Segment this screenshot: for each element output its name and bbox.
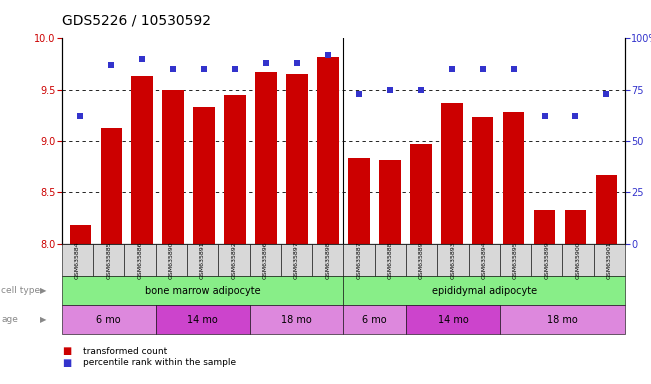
Point — [508, 66, 519, 72]
Text: transformed count: transformed count — [83, 347, 167, 356]
Text: ■: ■ — [62, 346, 71, 356]
Bar — [441, 103, 462, 244]
Text: GSM635901: GSM635901 — [607, 242, 612, 279]
Text: GSM635896: GSM635896 — [263, 242, 268, 279]
Bar — [132, 76, 153, 244]
Bar — [162, 90, 184, 244]
Point — [106, 62, 117, 68]
Text: GSM635885: GSM635885 — [106, 242, 111, 279]
Text: GSM635900: GSM635900 — [575, 242, 581, 279]
Text: GSM635894: GSM635894 — [482, 241, 487, 279]
Point — [570, 113, 581, 119]
Bar — [70, 225, 91, 244]
Text: percentile rank within the sample: percentile rank within the sample — [83, 358, 236, 367]
Bar — [472, 118, 493, 244]
Point — [385, 87, 395, 93]
Text: GSM635889: GSM635889 — [419, 242, 424, 279]
Point — [137, 56, 148, 62]
Bar — [225, 95, 246, 244]
Text: ■: ■ — [62, 358, 71, 368]
Text: 6 mo: 6 mo — [96, 314, 121, 325]
Text: 18 mo: 18 mo — [281, 314, 312, 325]
Point — [261, 60, 271, 66]
Point — [168, 66, 178, 72]
Text: epididymal adipocyte: epididymal adipocyte — [432, 286, 536, 296]
Point — [447, 66, 457, 72]
Bar — [534, 210, 555, 244]
Point — [353, 91, 364, 97]
Bar — [348, 157, 370, 244]
Text: GSM635895: GSM635895 — [513, 242, 518, 279]
Point — [601, 91, 611, 97]
Bar — [100, 128, 122, 244]
Text: 14 mo: 14 mo — [437, 314, 468, 325]
Text: 14 mo: 14 mo — [187, 314, 218, 325]
Text: GSM635891: GSM635891 — [200, 242, 205, 279]
Text: GSM635898: GSM635898 — [326, 242, 330, 279]
Point — [199, 66, 210, 72]
Point — [323, 52, 333, 58]
Bar — [596, 175, 617, 244]
Text: GDS5226 / 10530592: GDS5226 / 10530592 — [62, 13, 211, 27]
Point — [292, 60, 302, 66]
Text: GSM635897: GSM635897 — [294, 241, 299, 279]
Point — [76, 113, 86, 119]
Bar — [286, 74, 308, 244]
Bar — [317, 57, 339, 244]
Text: GSM635888: GSM635888 — [388, 242, 393, 279]
Text: GSM635899: GSM635899 — [544, 241, 549, 279]
Text: ▶: ▶ — [40, 286, 47, 295]
Bar — [410, 144, 432, 244]
Text: GSM635893: GSM635893 — [450, 241, 456, 279]
Bar — [255, 72, 277, 244]
Text: bone marrow adipocyte: bone marrow adipocyte — [145, 286, 260, 296]
Point — [230, 66, 240, 72]
Text: cell type: cell type — [1, 286, 40, 295]
Point — [415, 87, 426, 93]
Bar — [193, 107, 215, 244]
Point — [539, 113, 549, 119]
Text: GSM635892: GSM635892 — [231, 241, 236, 279]
Text: GSM635886: GSM635886 — [137, 242, 143, 279]
Bar — [379, 160, 400, 244]
Bar — [503, 113, 525, 244]
Text: GSM635887: GSM635887 — [357, 242, 361, 279]
Text: ▶: ▶ — [40, 315, 47, 324]
Text: 6 mo: 6 mo — [363, 314, 387, 325]
Bar — [564, 210, 587, 244]
Text: age: age — [1, 315, 18, 324]
Text: GSM635890: GSM635890 — [169, 242, 174, 279]
Point — [477, 66, 488, 72]
Text: GSM635884: GSM635884 — [75, 242, 80, 279]
Text: 18 mo: 18 mo — [547, 314, 578, 325]
